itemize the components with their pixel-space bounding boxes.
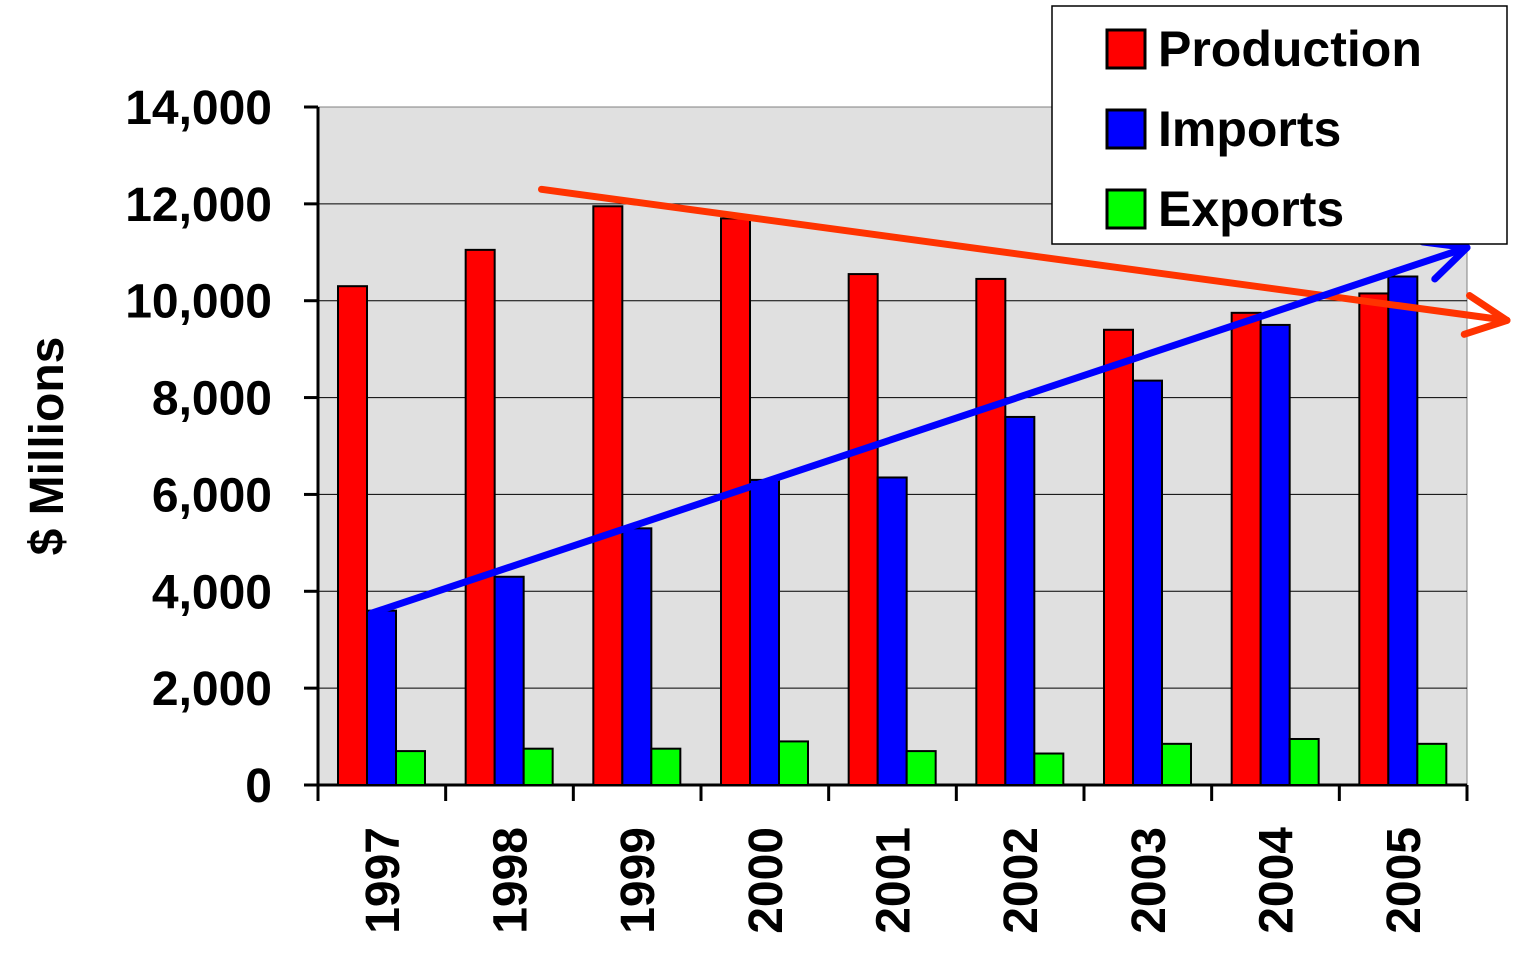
bar-production-2000 bbox=[720, 217, 751, 786]
y-tick-label: 0 bbox=[245, 760, 272, 813]
bar-exports-1998 bbox=[522, 747, 554, 787]
x-axis: 1997 1998 1999 2000 2001 2002 2003 2004 2005 bbox=[316, 783, 1469, 934]
bar-production-2005 bbox=[1358, 292, 1390, 786]
bar-exports-1997 bbox=[395, 750, 426, 786]
y-axis-title: $ Millions bbox=[21, 337, 74, 556]
bar-production-1999 bbox=[592, 205, 624, 786]
bar-production-2004 bbox=[1230, 311, 1262, 786]
bar-exports-2004 bbox=[1288, 737, 1320, 786]
bar-exports-2001 bbox=[905, 750, 937, 786]
bar-exports-2005 bbox=[1416, 742, 1448, 786]
bar-imports-2003 bbox=[1132, 379, 1163, 786]
legend-swatch-production bbox=[1105, 28, 1147, 70]
x-tick-label: 2001 bbox=[868, 827, 921, 934]
y-tick-label: 12,000 bbox=[125, 179, 272, 232]
bar-production-1998 bbox=[464, 248, 496, 787]
bar-production-2002 bbox=[975, 277, 1007, 786]
y-tick-label: 6,000 bbox=[152, 469, 272, 522]
y-tick-label: 8,000 bbox=[152, 373, 272, 426]
bar-production-1997 bbox=[337, 285, 368, 786]
trend-arrow-imports bbox=[368, 244, 1471, 617]
bar-imports-2001 bbox=[876, 476, 908, 786]
trend-arrowhead-production bbox=[1460, 292, 1511, 338]
x-tick-label: 2000 bbox=[740, 827, 793, 934]
legend-label-imports: Imports bbox=[1158, 101, 1341, 157]
y-tick-label: 14,000 bbox=[125, 82, 272, 135]
y-tick-label: 4,000 bbox=[152, 566, 272, 619]
bar-imports-1997 bbox=[366, 609, 397, 787]
bar-production-2003 bbox=[1103, 328, 1134, 786]
x-tick-label: 1999 bbox=[612, 827, 665, 934]
bars bbox=[337, 205, 1448, 787]
legend-label-exports: Exports bbox=[1158, 181, 1344, 237]
x-tick-label: 2002 bbox=[995, 827, 1048, 934]
legend-swatch-imports bbox=[1105, 108, 1147, 150]
x-tick-label: 1997 bbox=[357, 827, 410, 934]
bar-exports-1999 bbox=[650, 747, 682, 787]
trend-arrows bbox=[368, 185, 1511, 617]
bar-exports-2003 bbox=[1161, 742, 1192, 786]
bar-production-2001 bbox=[847, 273, 879, 786]
bar-imports-2002 bbox=[1004, 415, 1036, 786]
bar-imports-2000 bbox=[749, 478, 780, 786]
x-tick-label: 2004 bbox=[1251, 827, 1304, 934]
y-axis: 0 2,000 4,000 6,000 8,000 10,000 12,000 14,000 bbox=[125, 82, 320, 813]
x-tick-label: 2003 bbox=[1123, 827, 1176, 934]
legend: Production Imports Exports bbox=[1051, 5, 1508, 245]
bar-imports-2005 bbox=[1387, 275, 1419, 786]
x-tick-label: 1998 bbox=[485, 827, 538, 934]
x-tick-label: 2005 bbox=[1378, 827, 1431, 934]
legend-swatch-exports bbox=[1105, 188, 1147, 230]
bar-imports-1998 bbox=[493, 575, 525, 786]
legend-label-production: Production bbox=[1158, 21, 1422, 77]
y-tick-label: 10,000 bbox=[125, 276, 272, 329]
bar-exports-2000 bbox=[778, 740, 809, 787]
y-tick-label: 2,000 bbox=[152, 663, 272, 716]
bar-exports-2002 bbox=[1033, 752, 1065, 786]
bar-imports-2004 bbox=[1259, 323, 1291, 786]
trend-arrow-production bbox=[538, 185, 1511, 324]
bar-imports-1999 bbox=[621, 527, 653, 786]
